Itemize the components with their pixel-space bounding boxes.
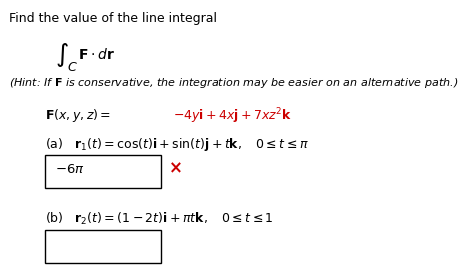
Text: $\mathbf{F} \cdot d\mathbf{r}$: $\mathbf{F} \cdot d\mathbf{r}$ xyxy=(78,47,115,62)
Text: $\int_C$: $\int_C$ xyxy=(55,41,78,73)
Text: Find the value of the line integral: Find the value of the line integral xyxy=(9,12,217,25)
Text: (a)   $\mathbf{r}_1(t) = \cos(t)\mathbf{i} + \sin(t)\mathbf{j} + t\mathbf{k},$  : (a) $\mathbf{r}_1(t) = \cos(t)\mathbf{i}… xyxy=(45,136,309,153)
Text: $-4y\mathbf{i} + 4x\mathbf{j} + 7xz^2\mathbf{k}$: $-4y\mathbf{i} + 4x\mathbf{j} + 7xz^2\ma… xyxy=(173,107,292,126)
Text: $-6\pi$: $-6\pi$ xyxy=(55,163,84,176)
Bar xyxy=(45,230,161,263)
Bar xyxy=(45,155,161,188)
Text: (Hint: If $\mathbf{F}$ is conservative, the integration may be easier on an alte: (Hint: If $\mathbf{F}$ is conservative, … xyxy=(9,76,458,90)
Text: (b)   $\mathbf{r}_2(t) = (1 - 2t)\mathbf{i} + \pi t\mathbf{k},$   $0 \leq t \leq: (b) $\mathbf{r}_2(t) = (1 - 2t)\mathbf{i… xyxy=(45,211,274,227)
Text: $\mathbf{\times}$: $\mathbf{\times}$ xyxy=(168,159,182,177)
Text: $\mathbf{F}(x, y, z) = $: $\mathbf{F}(x, y, z) = $ xyxy=(45,107,111,124)
